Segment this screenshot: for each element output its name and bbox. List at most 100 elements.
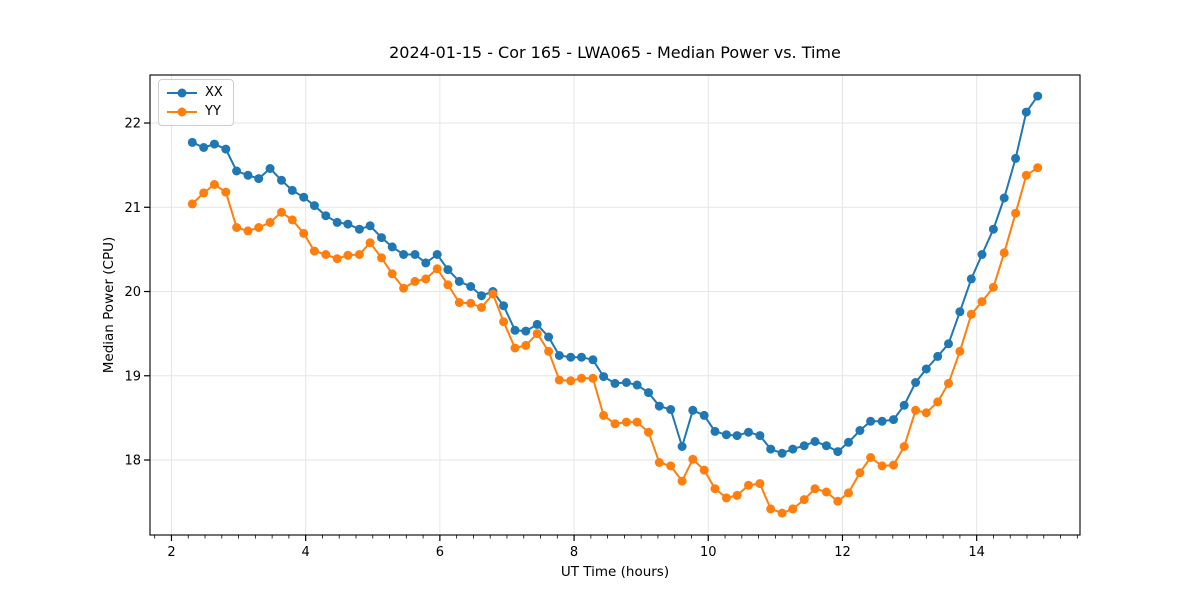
data-point	[332, 254, 342, 264]
data-point	[554, 375, 564, 385]
data-point	[466, 282, 476, 291]
data-point	[387, 242, 397, 252]
data-point	[521, 326, 531, 336]
gridlines	[150, 75, 1080, 535]
data-point	[977, 250, 987, 259]
data-point	[644, 388, 653, 398]
data-point	[744, 427, 753, 437]
data-point	[1021, 107, 1031, 117]
data-point	[666, 461, 676, 471]
data-point	[889, 460, 898, 470]
data-point	[1011, 208, 1021, 218]
data-point	[544, 346, 554, 356]
data-point	[777, 448, 787, 458]
data-point	[499, 301, 509, 311]
data-point	[309, 201, 319, 211]
data-point	[866, 453, 876, 462]
data-point	[610, 419, 620, 429]
data-point	[443, 265, 453, 275]
data-point	[955, 307, 965, 317]
data-point	[933, 397, 943, 407]
data-point	[254, 223, 264, 232]
data-point	[621, 417, 631, 427]
data-point	[421, 258, 431, 268]
data-point	[599, 410, 609, 420]
data-point	[966, 309, 976, 319]
x-tick-label: 14	[968, 545, 985, 560]
data-point	[510, 325, 520, 335]
data-point	[710, 426, 720, 436]
y-tick-label: 21	[124, 201, 141, 216]
data-point	[844, 437, 853, 447]
data-point	[221, 144, 231, 154]
data-point	[610, 378, 620, 388]
data-point	[1011, 153, 1021, 163]
legend-item-xx: XX	[166, 84, 223, 102]
data-point	[844, 488, 853, 498]
data-point	[799, 495, 809, 505]
data-point	[777, 508, 787, 518]
data-point	[209, 139, 219, 149]
data-point	[243, 226, 253, 236]
data-point	[632, 417, 642, 427]
data-point	[466, 298, 476, 308]
data-point	[988, 282, 998, 292]
data-point	[521, 340, 531, 350]
y-tick-label: 22	[124, 117, 141, 132]
data-point	[477, 303, 486, 312]
data-point	[899, 400, 909, 410]
data-point	[510, 343, 520, 353]
data-point	[732, 490, 742, 500]
data-point	[833, 496, 843, 506]
data-point	[988, 224, 998, 234]
data-point	[654, 458, 664, 467]
data-point	[309, 246, 319, 256]
data-point	[877, 461, 887, 471]
data-point	[343, 219, 353, 229]
data-point	[544, 332, 554, 342]
x-tick-label: 2	[167, 545, 175, 560]
plot-border	[149, 74, 1081, 536]
data-point	[944, 339, 953, 349]
data-point	[944, 378, 953, 388]
data-point	[277, 175, 286, 185]
data-point	[699, 465, 709, 475]
data-point	[821, 487, 831, 497]
data-point	[721, 430, 731, 440]
data-point	[599, 372, 609, 382]
data-point	[477, 291, 486, 301]
data-point	[644, 427, 653, 437]
data-point	[443, 280, 453, 290]
x-tick-label: 10	[700, 545, 717, 560]
data-point	[566, 376, 576, 386]
data-point	[421, 274, 431, 284]
data-point	[432, 250, 442, 259]
data-point	[532, 329, 542, 339]
data-point	[432, 264, 442, 274]
data-point	[721, 493, 731, 503]
data-point	[699, 410, 709, 420]
chart-title: 2024-01-15 - Cor 165 - LWA065 - Median P…	[389, 43, 841, 62]
legend-item-yy: YY	[166, 103, 223, 121]
data-point	[677, 476, 687, 486]
legend-line-marker-icon	[167, 107, 197, 117]
data-point	[755, 479, 765, 489]
data-point	[577, 373, 586, 383]
data-point	[277, 207, 286, 217]
data-point	[588, 373, 598, 383]
data-point	[566, 352, 576, 362]
data-point	[588, 355, 598, 365]
data-point	[999, 248, 1009, 258]
data-point	[1021, 170, 1031, 180]
data-point	[688, 405, 698, 415]
data-point	[321, 250, 331, 259]
data-point	[654, 401, 664, 411]
data-point	[199, 188, 209, 198]
data-point	[877, 416, 887, 426]
data-point	[377, 233, 386, 243]
data-point	[788, 504, 798, 514]
data-point	[889, 415, 898, 425]
data-point	[187, 137, 197, 147]
